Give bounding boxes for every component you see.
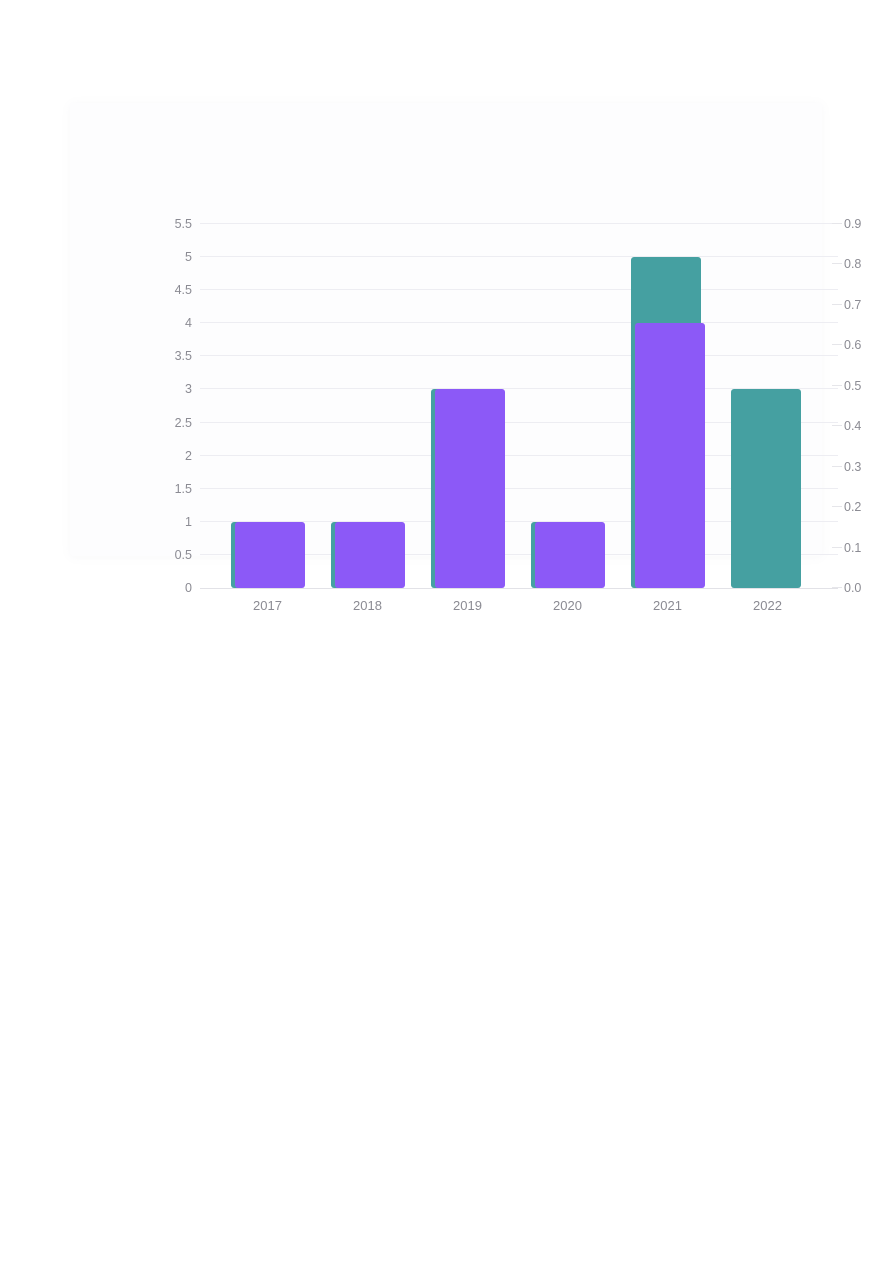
x-axis-label-2017: 2017 bbox=[253, 598, 282, 613]
right-axis-label: 0.4 bbox=[844, 419, 862, 434]
left-axis-label: 2 bbox=[185, 448, 192, 463]
right-axis-label: 0.6 bbox=[844, 338, 862, 353]
x-axis-baseline bbox=[200, 588, 838, 589]
gridline bbox=[200, 322, 838, 324]
gridline bbox=[200, 553, 838, 555]
left-axis-label: 1 bbox=[185, 514, 192, 529]
bar-chart bbox=[200, 223, 842, 589]
left-axis-label: 1.5 bbox=[174, 481, 192, 496]
chart-card: 0 0.5 1 1.5 2 2.5 3 3.5 4 4.5 5 5.5 0.0 0.1 0.2 0.3 0.4 0… bbox=[70, 103, 861, 613]
gridline bbox=[200, 487, 838, 489]
right-axis-tick bbox=[832, 223, 842, 224]
left-axis-label: 0 bbox=[185, 581, 192, 595]
gridline bbox=[200, 388, 838, 390]
right-axis-label: 0.3 bbox=[844, 459, 862, 474]
right-axis-label: 0.7 bbox=[844, 297, 862, 312]
right-axis-tick bbox=[832, 303, 842, 305]
right-axis-tick bbox=[832, 384, 842, 386]
left-axis-label: 3 bbox=[185, 382, 192, 397]
right-axis-tick bbox=[832, 506, 842, 508]
gridline bbox=[200, 454, 838, 456]
purple-series-bar-2018[interactable] bbox=[334, 521, 405, 588]
right-axis-label: 0.1 bbox=[844, 540, 862, 555]
gridline bbox=[200, 520, 838, 522]
left-axis-label: 0.5 bbox=[174, 547, 192, 562]
x-axis-label-2018: 2018 bbox=[353, 598, 382, 613]
right-axis-label: 0.0 bbox=[844, 581, 862, 595]
left-axis-label: 5.5 bbox=[174, 217, 192, 231]
x-axis-label-2020: 2020 bbox=[553, 598, 582, 613]
purple-series-bar-2017[interactable] bbox=[234, 521, 305, 588]
right-axis-label: 0.9 bbox=[844, 217, 862, 231]
right-axis-tick bbox=[832, 263, 842, 265]
gridline bbox=[200, 256, 838, 258]
gridline bbox=[200, 355, 838, 357]
left-axis-label: 3.5 bbox=[174, 349, 192, 364]
right-axis-label: 0.8 bbox=[844, 257, 862, 272]
gridline bbox=[200, 223, 838, 224]
teal-series-bar-2022[interactable] bbox=[730, 389, 801, 588]
left-axis-label: 2.5 bbox=[174, 415, 192, 430]
right-axis-label: 0.2 bbox=[844, 500, 862, 515]
right-axis-tick bbox=[832, 425, 842, 427]
gridline bbox=[200, 421, 838, 423]
left-axis-label: 4 bbox=[185, 316, 192, 331]
right-axis-label: 0.5 bbox=[844, 378, 862, 393]
right-axis-tick bbox=[832, 344, 842, 346]
purple-series-bar-2021[interactable] bbox=[634, 323, 705, 588]
right-axis-tick bbox=[832, 465, 842, 467]
x-axis-label-2021: 2021 bbox=[653, 598, 682, 613]
purple-series-bar-2020[interactable] bbox=[534, 521, 605, 588]
right-axis-tick bbox=[832, 546, 842, 548]
gridline bbox=[200, 289, 838, 291]
x-axis-label-2019: 2019 bbox=[453, 598, 482, 613]
purple-series-bar-2019[interactable] bbox=[434, 389, 505, 588]
left-axis-label: 4.5 bbox=[174, 283, 192, 298]
left-axis-label: 5 bbox=[185, 250, 192, 265]
x-axis-label-2022: 2022 bbox=[753, 598, 782, 613]
right-axis-tick bbox=[832, 587, 842, 588]
